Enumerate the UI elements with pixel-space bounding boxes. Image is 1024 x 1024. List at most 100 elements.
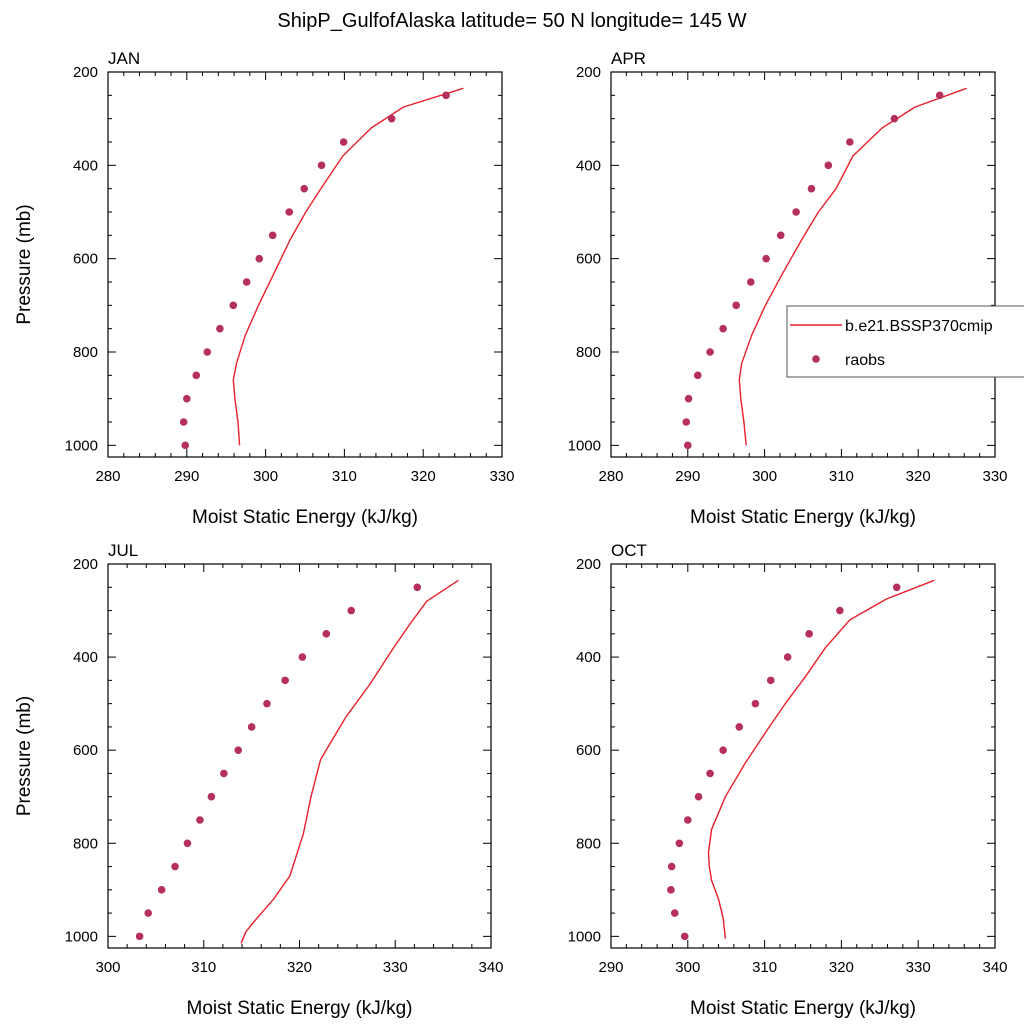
obs-point: [792, 208, 800, 216]
obs-point: [732, 301, 740, 310]
obs-point: [207, 792, 216, 801]
x-tick-label: 330: [906, 959, 931, 976]
x-axis-label: Moist Static Energy (kJ/kg): [690, 507, 916, 528]
plot-frame: [107, 71, 503, 458]
obs-point: [247, 723, 256, 731]
panel-title: APR: [611, 49, 646, 68]
obs-point: [706, 348, 714, 356]
obs-point: [339, 138, 348, 146]
y-tick-label: 200: [73, 64, 98, 81]
x-tick-label: 330: [982, 468, 1007, 485]
obs-point: [413, 583, 422, 592]
figure-title: ShipP_GulfofAlaska latitude= 50 N longit…: [277, 10, 746, 32]
obs-point: [694, 792, 703, 801]
obs-point: [179, 418, 188, 426]
y-tick-label: 1000: [568, 928, 601, 945]
x-tick-label: 300: [675, 959, 700, 976]
x-tick-label: 280: [95, 468, 120, 485]
y-axis-label: Pressure (mb): [14, 696, 35, 816]
obs-point: [183, 839, 192, 848]
y-tick-label: 400: [576, 649, 601, 666]
x-tick-label: 290: [598, 959, 623, 976]
obs-point: [268, 231, 277, 240]
obs-point: [684, 441, 692, 450]
obs-point: [846, 138, 854, 146]
x-tick-label: 290: [675, 468, 700, 485]
x-tick-label: 300: [253, 468, 278, 485]
chart-panel-jan: JAN 280 290 300 310 320 330 200 400 600 800 1000 Moi…: [14, 49, 515, 528]
x-tick-label: 340: [478, 959, 503, 976]
obs-point: [719, 324, 727, 333]
x-axis-label: Moist Static Energy (kJ/kg): [192, 507, 418, 528]
obs-point: [216, 324, 224, 333]
obs-point: [203, 348, 212, 356]
x-tick-label: 320: [411, 468, 436, 485]
y-tick-label: 400: [576, 157, 601, 174]
obs-point: [682, 418, 691, 426]
x-tick-label: 310: [332, 468, 357, 485]
obs-point: [667, 886, 675, 894]
panel-title: JAN: [108, 49, 140, 68]
panels-group: JAN 280 290 300 310 320 330 200 400 600 800 1000 Moi…: [14, 49, 1008, 1019]
x-tick-label: 320: [829, 959, 854, 976]
obs-point: [667, 862, 676, 871]
y-tick-label: 600: [576, 251, 601, 268]
legend-box: [786, 305, 1024, 378]
y-tick-label: 1000: [568, 437, 601, 454]
obs-point: [298, 653, 307, 661]
obs-point: [807, 184, 816, 193]
obs-point: [157, 886, 166, 894]
obs-point: [135, 932, 144, 941]
x-tick-label: 320: [906, 468, 931, 485]
x-axis-label: Moist Static Energy (kJ/kg): [690, 998, 916, 1019]
y-tick-label: 200: [576, 64, 601, 81]
y-tick-label: 800: [73, 344, 98, 361]
x-tick-label: 310: [752, 959, 777, 976]
y-tick-label: 200: [576, 556, 601, 573]
y-tick-label: 800: [576, 344, 601, 361]
y-tick-label: 600: [73, 742, 98, 759]
x-tick-label: 310: [191, 959, 216, 976]
obs-point: [836, 606, 844, 615]
x-tick-label: 300: [752, 468, 777, 485]
obs-point: [892, 583, 901, 592]
y-tick-label: 200: [73, 556, 98, 573]
x-tick-label: 310: [829, 468, 854, 485]
chart-panel-jul: JUL 300 310 320 330 340 200 400 600 800 1000 Moist …: [14, 541, 504, 1019]
x-tick-label: 340: [982, 959, 1007, 976]
chart-panel-oct: OCT 290 300 310 320 330 340 200 400 600 800 1000 Moi…: [568, 541, 1008, 1019]
obs-point: [285, 208, 294, 216]
obs-point: [242, 278, 251, 286]
obs-point: [684, 394, 693, 403]
x-tick-label: 290: [174, 468, 199, 485]
chart-panel-apr: APR 280 290 300 310 320 330 200 400 600 800 1000 Moi…: [568, 49, 1008, 528]
legend-model-label: b.e21.BSSP370cmip: [845, 318, 993, 335]
model-line-series: [232, 87, 464, 446]
x-tick-label: 330: [383, 959, 408, 976]
obs-point: [255, 254, 264, 263]
model-line-series: [738, 87, 967, 446]
y-tick-label: 800: [576, 835, 601, 852]
y-tick-label: 400: [73, 649, 98, 666]
obs-point: [706, 769, 714, 778]
obs-point: [693, 371, 702, 380]
plot-frame: [610, 71, 996, 458]
obs-point: [684, 816, 692, 824]
y-tick-label: 800: [73, 835, 98, 852]
obs-point: [805, 630, 813, 638]
panel-title: JUL: [108, 541, 138, 560]
legend-marker-sample: [812, 355, 820, 363]
obs-point: [300, 184, 309, 193]
panel-title: OCT: [611, 541, 647, 560]
model-line-series: [240, 579, 459, 944]
x-tick-label: 300: [95, 959, 120, 976]
obs-point: [171, 862, 179, 871]
obs-point: [442, 91, 450, 100]
obs-point: [935, 91, 944, 100]
obs-point: [776, 231, 785, 240]
obs-point: [181, 441, 190, 450]
obs-point: [746, 278, 755, 286]
obs-point: [824, 161, 833, 170]
obs-point: [317, 161, 326, 170]
obs-point: [735, 723, 744, 731]
